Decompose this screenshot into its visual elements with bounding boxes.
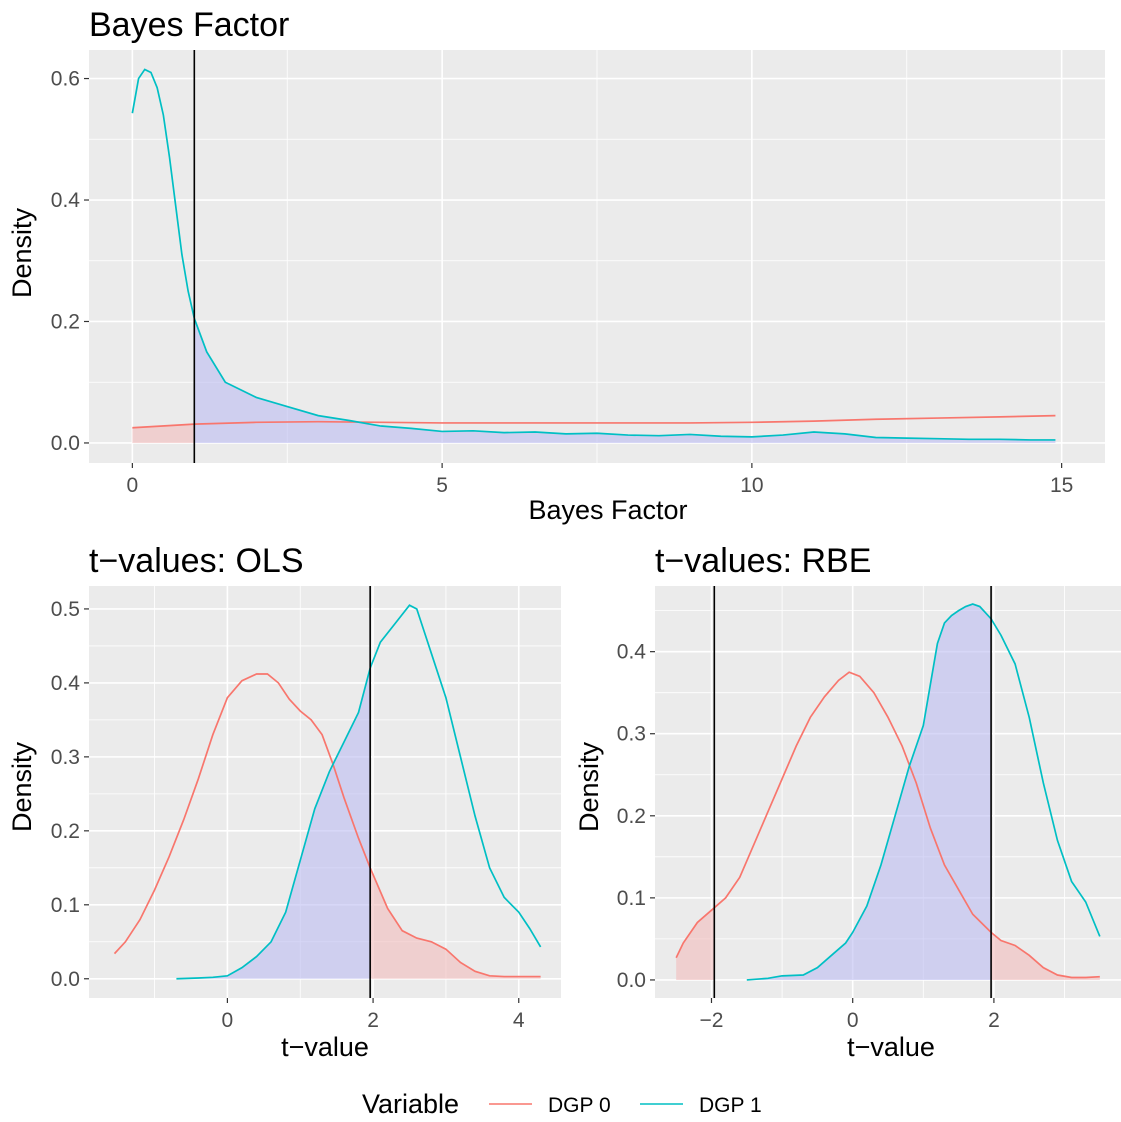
plot-area: [131, 50, 1056, 463]
density-line-dgp0: [675, 671, 1100, 979]
legend-label-dgp1: DGP 1: [699, 1094, 762, 1117]
plot-area: [113, 586, 542, 998]
x-axis-label: t−value: [847, 1032, 935, 1062]
density-line-dgp0: [132, 414, 1056, 429]
x-tick-label: 5: [436, 474, 448, 497]
y-tick-label: 0.6: [51, 68, 80, 91]
y-axis-label: Density: [7, 741, 37, 832]
y-tick-label: 0.3: [51, 746, 80, 769]
y-tick-label: 0.1: [617, 887, 646, 910]
y-tick-label: 0.4: [617, 641, 647, 664]
y-tick-label: 0.2: [51, 310, 80, 333]
shaded-area-dgp1: [176, 668, 371, 979]
shaded-area-dgp0: [991, 932, 1100, 980]
y-tick-label: 0.0: [51, 432, 80, 455]
density-line-dgp1: [131, 68, 1056, 441]
y-tick-label: 0.3: [617, 723, 646, 746]
y-tick-label: 0.2: [617, 805, 646, 828]
y-tick-label: 0.2: [51, 820, 80, 843]
x-tick-label: 2: [367, 1009, 379, 1032]
y-tick-label: 0.4: [51, 672, 81, 695]
y-tick-label: 0.1: [51, 894, 80, 917]
gridlines: [89, 586, 561, 998]
x-tick-label: 0: [127, 474, 139, 497]
x-axis-label: Bayes Factor: [528, 495, 687, 525]
x-tick-label: 0: [847, 1009, 859, 1032]
shaded-area-dgp1: [714, 604, 992, 980]
x-tick-label: 0: [222, 1009, 234, 1032]
x-tick-label: 10: [740, 474, 763, 497]
y-tick-label: 0.4: [51, 189, 81, 212]
x-tick-label: 15: [1050, 474, 1073, 497]
density-line-dgp1: [746, 603, 1101, 981]
legend-label-dgp0: DGP 0: [548, 1094, 611, 1117]
panel-title: Bayes Factor: [89, 6, 289, 44]
y-axis-label: Density: [574, 741, 604, 832]
x-tick-label: 2: [988, 1009, 1000, 1032]
x-axis-label: t−value: [281, 1032, 369, 1062]
panel-title: t−values: RBE: [655, 542, 871, 580]
legend-title: Variable: [362, 1089, 459, 1119]
panel-title: t−values: OLS: [89, 542, 304, 580]
panel-t-values-ols: t−values: OLS t−value Density 0.0 0.1 0.2 0…: [7, 542, 561, 1062]
shaded-area-dgp0: [132, 424, 195, 443]
density-line-dgp1: [176, 604, 542, 980]
shaded-area-dgp0: [370, 867, 541, 979]
shaded-area-dgp1: [194, 318, 1056, 443]
x-tick-label: 4: [513, 1009, 525, 1032]
shaded-area-dgp0: [676, 907, 715, 980]
x-tick-label: −2: [700, 1009, 724, 1032]
plot-area: [675, 586, 1101, 998]
panel-bayes-factor: Bayes Factor Bayes Factor Density 0.0 0.2…: [7, 6, 1105, 525]
panel-t-values-rbe: t−values: RBE t−value Density 0.0 0.1 0.2 0…: [574, 542, 1121, 1062]
legend: Variable DGP 0 DGP 1: [362, 1089, 762, 1119]
y-axis-label: Density: [7, 207, 37, 298]
y-tick-label: 0.0: [617, 969, 646, 992]
y-tick-label: 0.5: [51, 598, 80, 621]
density-line-dgp0: [113, 673, 541, 978]
y-tick-label: 0.0: [51, 968, 80, 991]
